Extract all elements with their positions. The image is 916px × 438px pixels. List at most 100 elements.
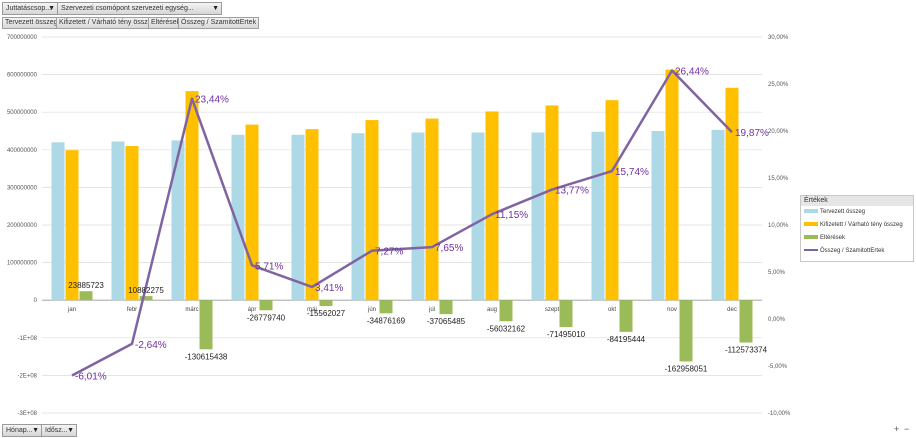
difference-data-label: 10882275 <box>128 286 164 295</box>
line-data-label: 11,15% <box>495 210 528 221</box>
legend-item-diff: Eltérések <box>804 235 845 241</box>
y-left-tick-label: 700000000 <box>7 35 38 41</box>
difference-data-label: -84195444 <box>607 335 646 344</box>
bar-difference <box>679 300 693 362</box>
dropdown-arrow-icon: ▼ <box>48 5 55 12</box>
bar-paid <box>725 87 739 301</box>
line-data-label: 13,77% <box>555 186 589 197</box>
x-category-label: jan <box>67 307 76 313</box>
filter-button-idoszak[interactable]: Idősz... ▼ <box>41 424 77 437</box>
line-data-label: -2,64% <box>135 340 167 351</box>
bar-difference <box>79 291 93 301</box>
dropdown-arrow-icon: ▼ <box>67 427 74 434</box>
bar-paid <box>605 100 619 301</box>
line-data-label: 23,44% <box>195 95 229 106</box>
y-right-tick-label: 20,00% <box>768 129 789 135</box>
bar-planned <box>111 141 125 301</box>
filter-label: Szervezeti csomópont szervezeti egység..… <box>61 5 194 12</box>
x-category-label: ápr <box>248 307 257 313</box>
y-right-tick-label: 15,00% <box>768 176 789 182</box>
bar-paid <box>425 118 439 301</box>
line-data-label: 7,65% <box>435 243 463 254</box>
legend-swatch <box>804 249 818 252</box>
bar-planned <box>591 131 605 301</box>
bar-difference <box>499 300 513 322</box>
field-tag-tervezett[interactable]: Tervezett összeg <box>2 17 61 29</box>
bar-difference <box>739 300 753 343</box>
y-right-tick-label: 30,00% <box>768 35 789 41</box>
bar-planned <box>171 140 185 301</box>
x-category-label: jún <box>367 307 376 313</box>
filter-button-honap[interactable]: Hónap... ▼ <box>2 424 42 437</box>
zoom-in-button[interactable]: + <box>894 424 900 434</box>
y-left-tick-label: 200000000 <box>7 223 38 229</box>
bar-planned <box>711 129 725 301</box>
bar-planned <box>351 133 365 301</box>
difference-data-label: -15562027 <box>307 309 346 318</box>
bar-difference <box>379 300 393 314</box>
x-category-label: aug <box>487 307 497 313</box>
x-category-label: nov <box>667 307 677 313</box>
field-tag-szamitott[interactable]: Összeg / SzamitottErtek <box>178 17 260 29</box>
y-right-tick-label: 5,00% <box>768 270 786 276</box>
legend-label: Eltérések <box>820 235 846 241</box>
legend-item-line: Összeg / SzamitottErtek <box>804 248 884 254</box>
y-left-tick-label: 300000000 <box>7 185 38 191</box>
difference-data-label: -130615438 <box>185 352 228 361</box>
bar-planned <box>231 134 245 301</box>
line-series-szamitott <box>71 69 733 377</box>
difference-data-label: -34876169 <box>367 316 406 325</box>
y-left-tick-label: 100000000 <box>7 261 38 267</box>
bar-paid <box>485 111 499 301</box>
legend-title: Értékek <box>801 196 913 206</box>
x-category-label: okt <box>608 307 616 313</box>
x-category-label: febr <box>127 307 137 313</box>
dropdown-arrow-icon: ▼ <box>32 427 39 434</box>
legend-label: Tervezett összeg <box>820 209 866 215</box>
bar-difference <box>139 296 153 301</box>
line-data-label: 26,44% <box>675 66 709 77</box>
line-data-label: 15,74% <box>615 167 649 178</box>
field-tag-kifizetett[interactable]: Kifizetett / Várható tény összeg <box>56 17 159 29</box>
bar-paid <box>545 105 559 301</box>
difference-data-label: -56032162 <box>487 324 526 333</box>
y-left-tick-label: 600000000 <box>7 73 38 79</box>
bar-paid <box>365 120 379 301</box>
filter-label: Hónap... <box>6 427 33 434</box>
filter-button-szervezeti[interactable]: Szervezeti csomópont szervezeti egység..… <box>57 2 222 15</box>
legend-item-paid: Kifizetett / Várható tény összeg <box>804 222 903 228</box>
bar-difference <box>259 300 273 311</box>
line-data-label: 5,71% <box>255 261 283 272</box>
bar-paid <box>305 129 319 301</box>
y-left-tick-label: -3E+08 <box>17 411 37 417</box>
x-category-label: júl <box>428 307 435 313</box>
zoom-out-button[interactable]: − <box>904 424 910 434</box>
difference-data-label: -26779740 <box>247 313 286 322</box>
legend-swatch <box>804 209 818 214</box>
legend-swatch <box>804 235 818 240</box>
y-right-tick-label: -10,00% <box>768 411 791 417</box>
difference-data-label: -37065485 <box>427 317 466 326</box>
bar-difference <box>559 300 573 328</box>
line-data-label: -6,01% <box>75 371 107 382</box>
bar-difference <box>439 300 453 315</box>
bar-planned <box>51 142 65 301</box>
legend-item-planned: Tervezett összeg <box>804 209 865 215</box>
bar-planned <box>411 132 425 301</box>
line-data-label: 7,27% <box>375 247 403 258</box>
difference-data-label: -162958051 <box>665 364 708 373</box>
bar-planned <box>531 132 545 301</box>
x-category-label: szept <box>545 307 560 313</box>
y-left-tick-label: -1E+08 <box>17 336 37 342</box>
bar-planned <box>471 132 485 301</box>
difference-data-label: -71495010 <box>547 330 586 339</box>
bar-paid <box>245 124 259 301</box>
bar-difference <box>319 300 333 307</box>
filter-label: Juttatáscsop... <box>6 5 52 12</box>
dropdown-arrow-icon: ▼ <box>212 5 219 12</box>
y-left-tick-label: -2E+08 <box>17 373 37 379</box>
y-right-tick-label: 25,00% <box>768 82 789 88</box>
bar-paid <box>185 91 199 301</box>
difference-data-label: -112573374 <box>725 346 768 355</box>
y-left-tick-label: 500000000 <box>7 110 38 116</box>
